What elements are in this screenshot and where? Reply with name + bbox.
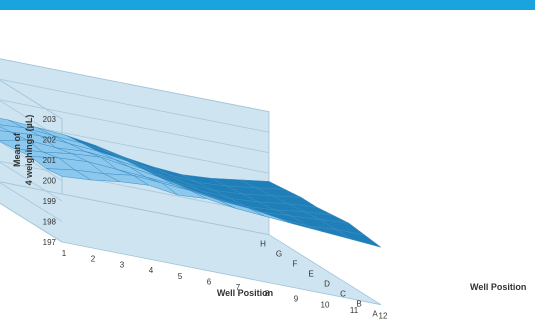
- x-tick-label: 6: [207, 278, 212, 287]
- x-axis-title: Well Position: [217, 288, 273, 298]
- x-tick-label: 9: [294, 295, 299, 304]
- y-axis-title: Well Position: [470, 282, 526, 292]
- surface-cell: [335, 229, 382, 248]
- header-bar: [0, 0, 535, 10]
- y-tick-label: D: [324, 280, 330, 289]
- gridline: [0, 181, 270, 243]
- surface-mesh: [0, 118, 382, 248]
- x-tick-label: 5: [178, 272, 183, 281]
- x-tick-label: 11: [350, 306, 359, 315]
- gridline: [0, 78, 270, 140]
- y-tick-label: E: [308, 270, 313, 279]
- surface-chart: 197198199200201202203123456789101112ABCD…: [0, 58, 526, 321]
- z-tick-label: 197: [43, 238, 57, 247]
- z-tick-label: 199: [43, 197, 57, 206]
- x-tick-label: 8: [265, 289, 270, 298]
- gridline: [0, 160, 270, 222]
- y-tick-label: C: [340, 290, 346, 299]
- gridline: [0, 58, 270, 120]
- x-tick-label: 3: [120, 260, 125, 269]
- z-tick-label: 200: [43, 177, 57, 186]
- x-tick-label: 7: [236, 283, 241, 292]
- x-tick-label: 1: [62, 249, 67, 258]
- z-axis-title-line2: 4 weighings (µL): [24, 115, 34, 186]
- y-tick-label: A: [372, 310, 378, 319]
- z-tick-label: 198: [43, 218, 57, 227]
- y-tick-label: G: [276, 250, 282, 259]
- y-tick-label: F: [293, 260, 298, 269]
- y-tick-label: B: [356, 300, 361, 309]
- x-tick-label: 2: [91, 255, 96, 264]
- x-tick-label: 10: [321, 300, 330, 309]
- gridline: [0, 119, 270, 181]
- tick-labels: 197198199200201202203123456789101112ABCD…: [43, 115, 388, 321]
- z-axis-title: Mean of: [12, 132, 22, 167]
- x-tick-label: 4: [149, 266, 154, 275]
- y-tick-label: H: [260, 240, 266, 249]
- z-tick-label: 202: [43, 136, 57, 145]
- x-tick-label: 12: [379, 312, 388, 321]
- z-tick-label: 203: [43, 115, 57, 124]
- z-tick-label: 201: [43, 156, 57, 165]
